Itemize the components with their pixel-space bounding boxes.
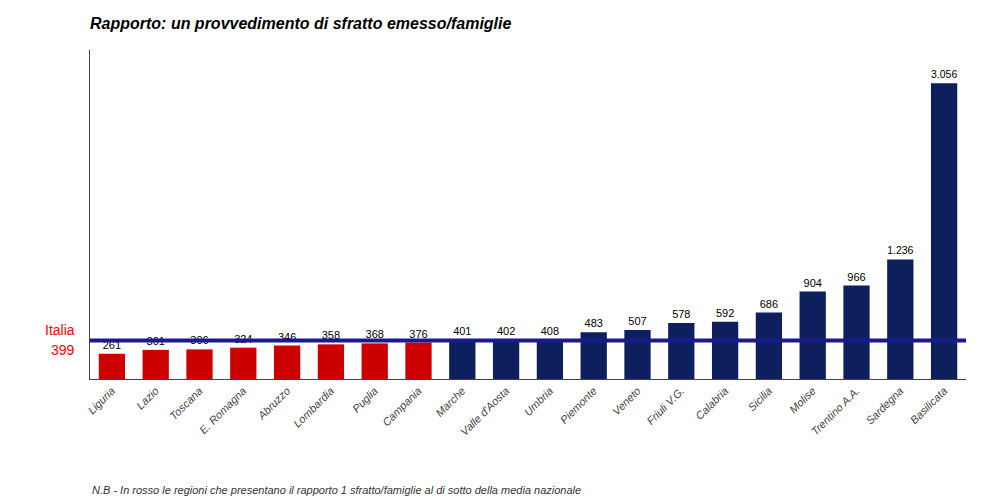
svg-text:Valle d'Aosta: Valle d'Aosta	[458, 385, 511, 438]
svg-text:Molise: Molise	[787, 385, 818, 416]
svg-text:261: 261	[103, 339, 121, 351]
svg-text:Abruzzo: Abruzzo	[255, 385, 293, 423]
svg-text:Campania: Campania	[380, 385, 424, 429]
svg-text:Umbria: Umbria	[522, 385, 556, 419]
svg-text:N.B - In rosso le regioni che: N.B - In rosso le regioni che presentano…	[92, 484, 581, 496]
svg-text:358: 358	[322, 329, 340, 341]
svg-text:346: 346	[278, 331, 296, 343]
svg-text:Trentino A.A.: Trentino A.A.	[809, 385, 862, 438]
svg-text:Toscana: Toscana	[167, 385, 205, 423]
svg-text:578: 578	[672, 308, 690, 320]
svg-text:966: 966	[847, 271, 865, 283]
svg-text:592: 592	[716, 307, 734, 319]
svg-text:507: 507	[628, 315, 646, 327]
svg-text:Marche: Marche	[433, 385, 467, 419]
svg-text:904: 904	[804, 277, 822, 289]
svg-text:Puglia: Puglia	[350, 385, 380, 415]
svg-text:402: 402	[497, 325, 515, 337]
svg-text:Veneto: Veneto	[610, 385, 643, 418]
svg-text:Rapporto: un provvedimento di: Rapporto: un provvedimento di sfratto em…	[90, 15, 511, 32]
svg-text:301: 301	[147, 335, 165, 347]
svg-text:Piemonte: Piemonte	[558, 385, 599, 426]
svg-text:483: 483	[585, 317, 603, 329]
svg-text:3.056: 3.056	[931, 68, 957, 80]
svg-text:408: 408	[541, 325, 559, 337]
svg-text:306: 306	[190, 334, 208, 346]
svg-text:1.236: 1.236	[887, 244, 913, 256]
svg-text:399: 399	[51, 342, 75, 358]
svg-text:Lazio: Lazio	[134, 385, 161, 412]
svg-text:324: 324	[234, 333, 252, 345]
svg-text:Basilicata: Basilicata	[908, 385, 950, 427]
svg-text:E. Romagna: E. Romagna	[197, 385, 249, 437]
svg-text:686: 686	[760, 298, 778, 310]
svg-text:401: 401	[453, 325, 471, 337]
svg-text:Liguria: Liguria	[85, 385, 117, 417]
svg-text:Sardegna: Sardegna	[863, 385, 905, 427]
svg-text:Lombardia: Lombardia	[291, 385, 336, 430]
svg-text:368: 368	[366, 328, 384, 340]
svg-text:Friuli V.G.: Friuli V.G.	[644, 385, 686, 427]
svg-text:Italia: Italia	[45, 322, 75, 338]
svg-text:Sicilia: Sicilia	[745, 385, 774, 414]
svg-text:376: 376	[409, 328, 427, 340]
svg-text:Calabria: Calabria	[693, 385, 730, 422]
